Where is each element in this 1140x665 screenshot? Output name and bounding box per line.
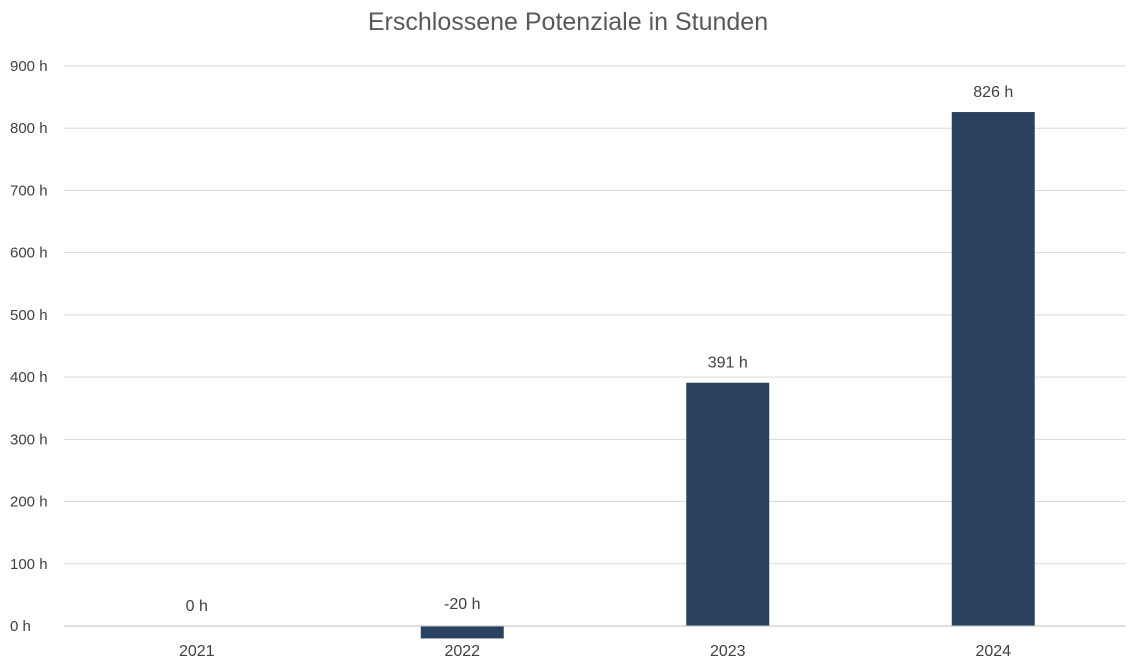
gridlines — [64, 65, 1126, 565]
x-tick-label: 2023 — [710, 643, 746, 660]
bar-2022 — [420, 626, 504, 639]
y-tick-label: 600 h — [10, 245, 48, 262]
y-tick-label: 500 h — [10, 307, 48, 324]
data-label-2022: -20 h — [444, 596, 480, 613]
x-tick-label: 2022 — [444, 643, 480, 660]
y-tick-label: 200 h — [10, 494, 48, 511]
y-tick-label: 300 h — [10, 431, 48, 448]
chart-title: Erschlossene Potenziale in Stunden — [368, 8, 768, 36]
y-tick-label: 0 h — [10, 618, 31, 635]
data-label-2024: 826 h — [973, 84, 1013, 101]
data-label-2021: 0 h — [186, 598, 208, 615]
y-tick-label: 900 h — [10, 58, 48, 75]
bar-2023 — [686, 382, 770, 626]
y-tick-label: 400 h — [10, 369, 48, 386]
y-tick-label: 700 h — [10, 182, 48, 199]
bars — [420, 112, 1035, 639]
x-axis-labels: 2021 2022 2023 2024 — [179, 643, 1011, 660]
data-label-2023: 391 h — [708, 355, 748, 372]
y-tick-label: 100 h — [10, 556, 48, 573]
y-axis-ticks: 0 h 100 h 200 h 300 h 400 h 500 h 600 h 700 h 80… — [10, 58, 48, 635]
y-tick-label: 800 h — [10, 120, 48, 137]
data-labels: 0 h -20 h 391 h 826 h — [186, 84, 1014, 615]
bar-2024 — [951, 112, 1035, 627]
x-tick-label: 2021 — [179, 643, 215, 660]
x-tick-label: 2024 — [975, 643, 1011, 660]
